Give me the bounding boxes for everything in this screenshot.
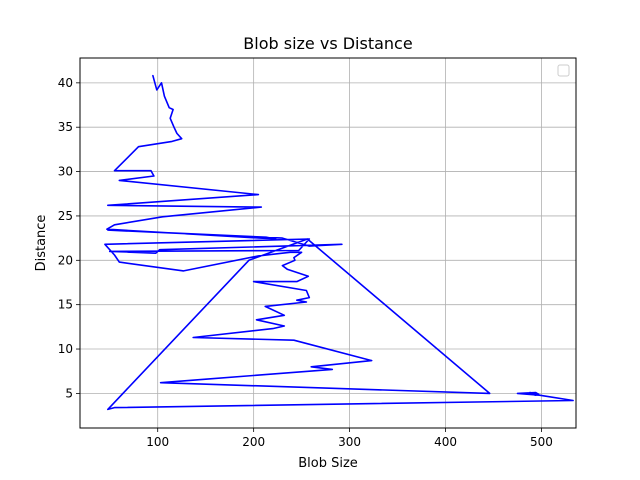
series-line-1 (104, 74, 574, 411)
legend-box (557, 64, 570, 77)
x-tick-label: 300 (338, 435, 361, 449)
y-tick-label: 25 (58, 209, 73, 223)
x-axis-label: Blob Size (298, 456, 358, 471)
x-tick-label: 100 (146, 435, 169, 449)
series-group (104, 74, 574, 411)
x-tick-label: 200 (242, 435, 265, 449)
x-axis: 100 200 300 400 500 (146, 428, 553, 449)
x-tick-label: 400 (434, 435, 457, 449)
y-axis: 5 10 15 20 25 30 35 40 (58, 76, 80, 400)
y-tick-label: 35 (58, 120, 73, 134)
y-tick-label: 15 (58, 298, 73, 312)
plot-frame (79, 57, 577, 429)
y-tick-label: 40 (58, 76, 73, 90)
y-tick-label: 30 (58, 165, 73, 179)
y-tick-label: 10 (58, 342, 73, 356)
chart-title: Blob size vs Distance (243, 34, 412, 53)
gridlines (80, 58, 576, 428)
x-tick-label: 500 (530, 435, 553, 449)
y-axis-label: Distance (34, 215, 49, 272)
y-tick-label: 5 (65, 386, 73, 400)
y-tick-label: 20 (58, 253, 73, 267)
